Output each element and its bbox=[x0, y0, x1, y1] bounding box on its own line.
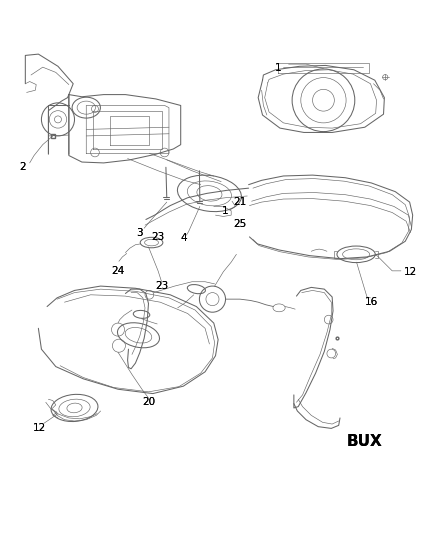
Text: 24: 24 bbox=[111, 266, 125, 276]
Text: 1: 1 bbox=[222, 206, 229, 216]
Text: 4: 4 bbox=[180, 233, 187, 243]
Text: 20: 20 bbox=[142, 397, 155, 407]
Text: 24: 24 bbox=[111, 266, 125, 276]
Text: BUX: BUX bbox=[347, 434, 383, 449]
Text: 2: 2 bbox=[19, 162, 25, 172]
Text: 12: 12 bbox=[33, 423, 46, 433]
Text: 21: 21 bbox=[233, 197, 247, 207]
Text: 20: 20 bbox=[142, 397, 155, 407]
Text: 21: 21 bbox=[233, 197, 247, 207]
Text: 12: 12 bbox=[404, 266, 417, 277]
Text: 23: 23 bbox=[155, 281, 168, 291]
Text: 23: 23 bbox=[152, 232, 165, 242]
Text: 2: 2 bbox=[19, 162, 25, 172]
Text: 25: 25 bbox=[233, 219, 247, 229]
Text: 1: 1 bbox=[275, 63, 281, 74]
Text: 16: 16 bbox=[365, 297, 378, 307]
Text: 3: 3 bbox=[137, 228, 143, 238]
Text: 16: 16 bbox=[365, 297, 378, 307]
Text: BUX: BUX bbox=[347, 434, 383, 449]
Text: 25: 25 bbox=[233, 219, 247, 229]
Text: 1: 1 bbox=[275, 63, 281, 74]
Text: 4: 4 bbox=[180, 233, 187, 243]
Text: 12: 12 bbox=[404, 266, 417, 277]
Text: 3: 3 bbox=[137, 228, 143, 238]
Text: 23: 23 bbox=[155, 281, 168, 291]
Text: 23: 23 bbox=[152, 232, 165, 242]
Text: 12: 12 bbox=[33, 423, 46, 433]
Text: 1: 1 bbox=[222, 206, 229, 216]
